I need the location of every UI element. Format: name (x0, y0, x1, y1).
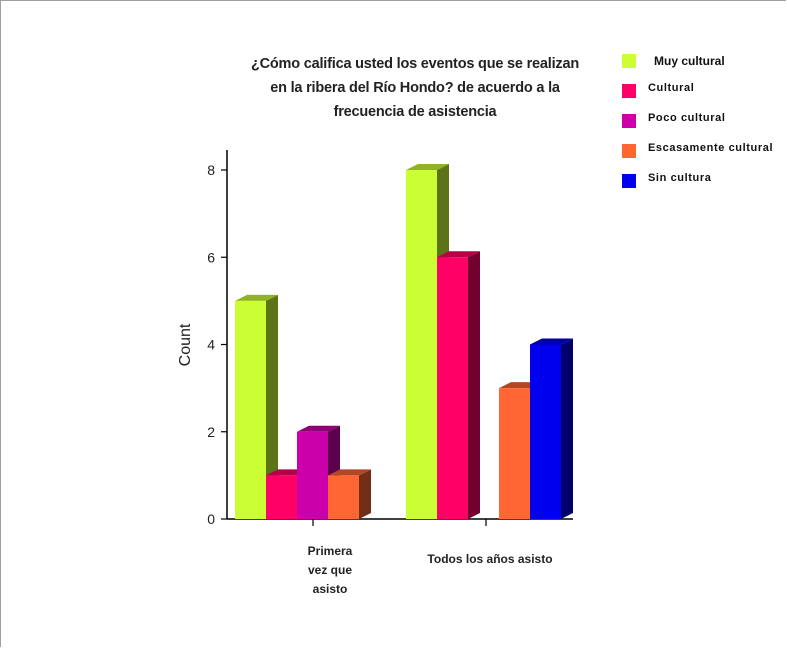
x-tick-label: Todos los años asisto (390, 550, 590, 569)
bar-front (406, 170, 437, 519)
legend-item: Poco cultural (622, 112, 787, 132)
chart-bars (235, 164, 573, 519)
legend-label: Sin cultura (648, 172, 712, 184)
bar-front (499, 388, 530, 519)
bar-front (266, 475, 297, 519)
y-tick-label: 0 (207, 511, 215, 527)
legend-swatch (622, 54, 636, 68)
y-tick-label: 4 (207, 337, 215, 353)
bar-top (235, 294, 278, 301)
legend-swatch (622, 144, 636, 158)
x-tick-label: Primera vez que asisto (230, 542, 430, 599)
legend-item: Muy cultural (622, 52, 787, 72)
bar-top (297, 425, 340, 432)
bar-front (530, 344, 561, 519)
bar-front (437, 257, 468, 519)
y-tick-label: 8 (207, 162, 215, 178)
legend-swatch (622, 174, 636, 188)
legend-item: Sin cultura (622, 172, 787, 192)
bar-side (468, 251, 480, 519)
bar-side (266, 294, 278, 519)
bar (328, 469, 371, 519)
chart-title-line: frecuencia de asistencia (333, 104, 497, 120)
y-tick-label: 2 (207, 424, 215, 440)
chart-title: ¿Cómo califica usted los eventos que se … (215, 52, 615, 124)
y-axis-label: Count (177, 323, 194, 366)
bar-front (297, 431, 328, 519)
x-tick-label-line: Primera (307, 544, 353, 558)
y-tick-label: 6 (207, 249, 215, 265)
bar-front (235, 300, 266, 519)
legend-label: Cultural (648, 82, 695, 94)
bar-top (437, 251, 480, 258)
legend-item: Escasamente cultural (622, 142, 787, 162)
x-tick-label-line: vez que (307, 563, 352, 577)
bar (235, 294, 278, 519)
chart-title-line: en la ribera del Río Hondo? de acuerdo a… (270, 80, 560, 96)
x-tick-label-line: Todos los años asisto (427, 552, 553, 566)
x-tick-label-line: asisto (312, 582, 348, 596)
legend-label: Poco cultural (648, 112, 726, 124)
bar (437, 251, 480, 519)
bar-front (328, 475, 359, 519)
legend-swatch (622, 84, 636, 98)
chart-title-line: ¿Cómo califica usted los eventos que se … (250, 56, 580, 72)
legend-item: Cultural (622, 82, 787, 102)
bar-top (328, 469, 371, 476)
bar-side (359, 469, 371, 519)
legend-swatch (622, 114, 636, 128)
bar-top (530, 338, 573, 345)
legend-label: Muy cultural (654, 54, 725, 68)
legend-label: Escasamente cultural (648, 142, 774, 154)
bar (530, 338, 573, 519)
bar-side (561, 338, 573, 519)
bar-top (406, 164, 449, 170)
